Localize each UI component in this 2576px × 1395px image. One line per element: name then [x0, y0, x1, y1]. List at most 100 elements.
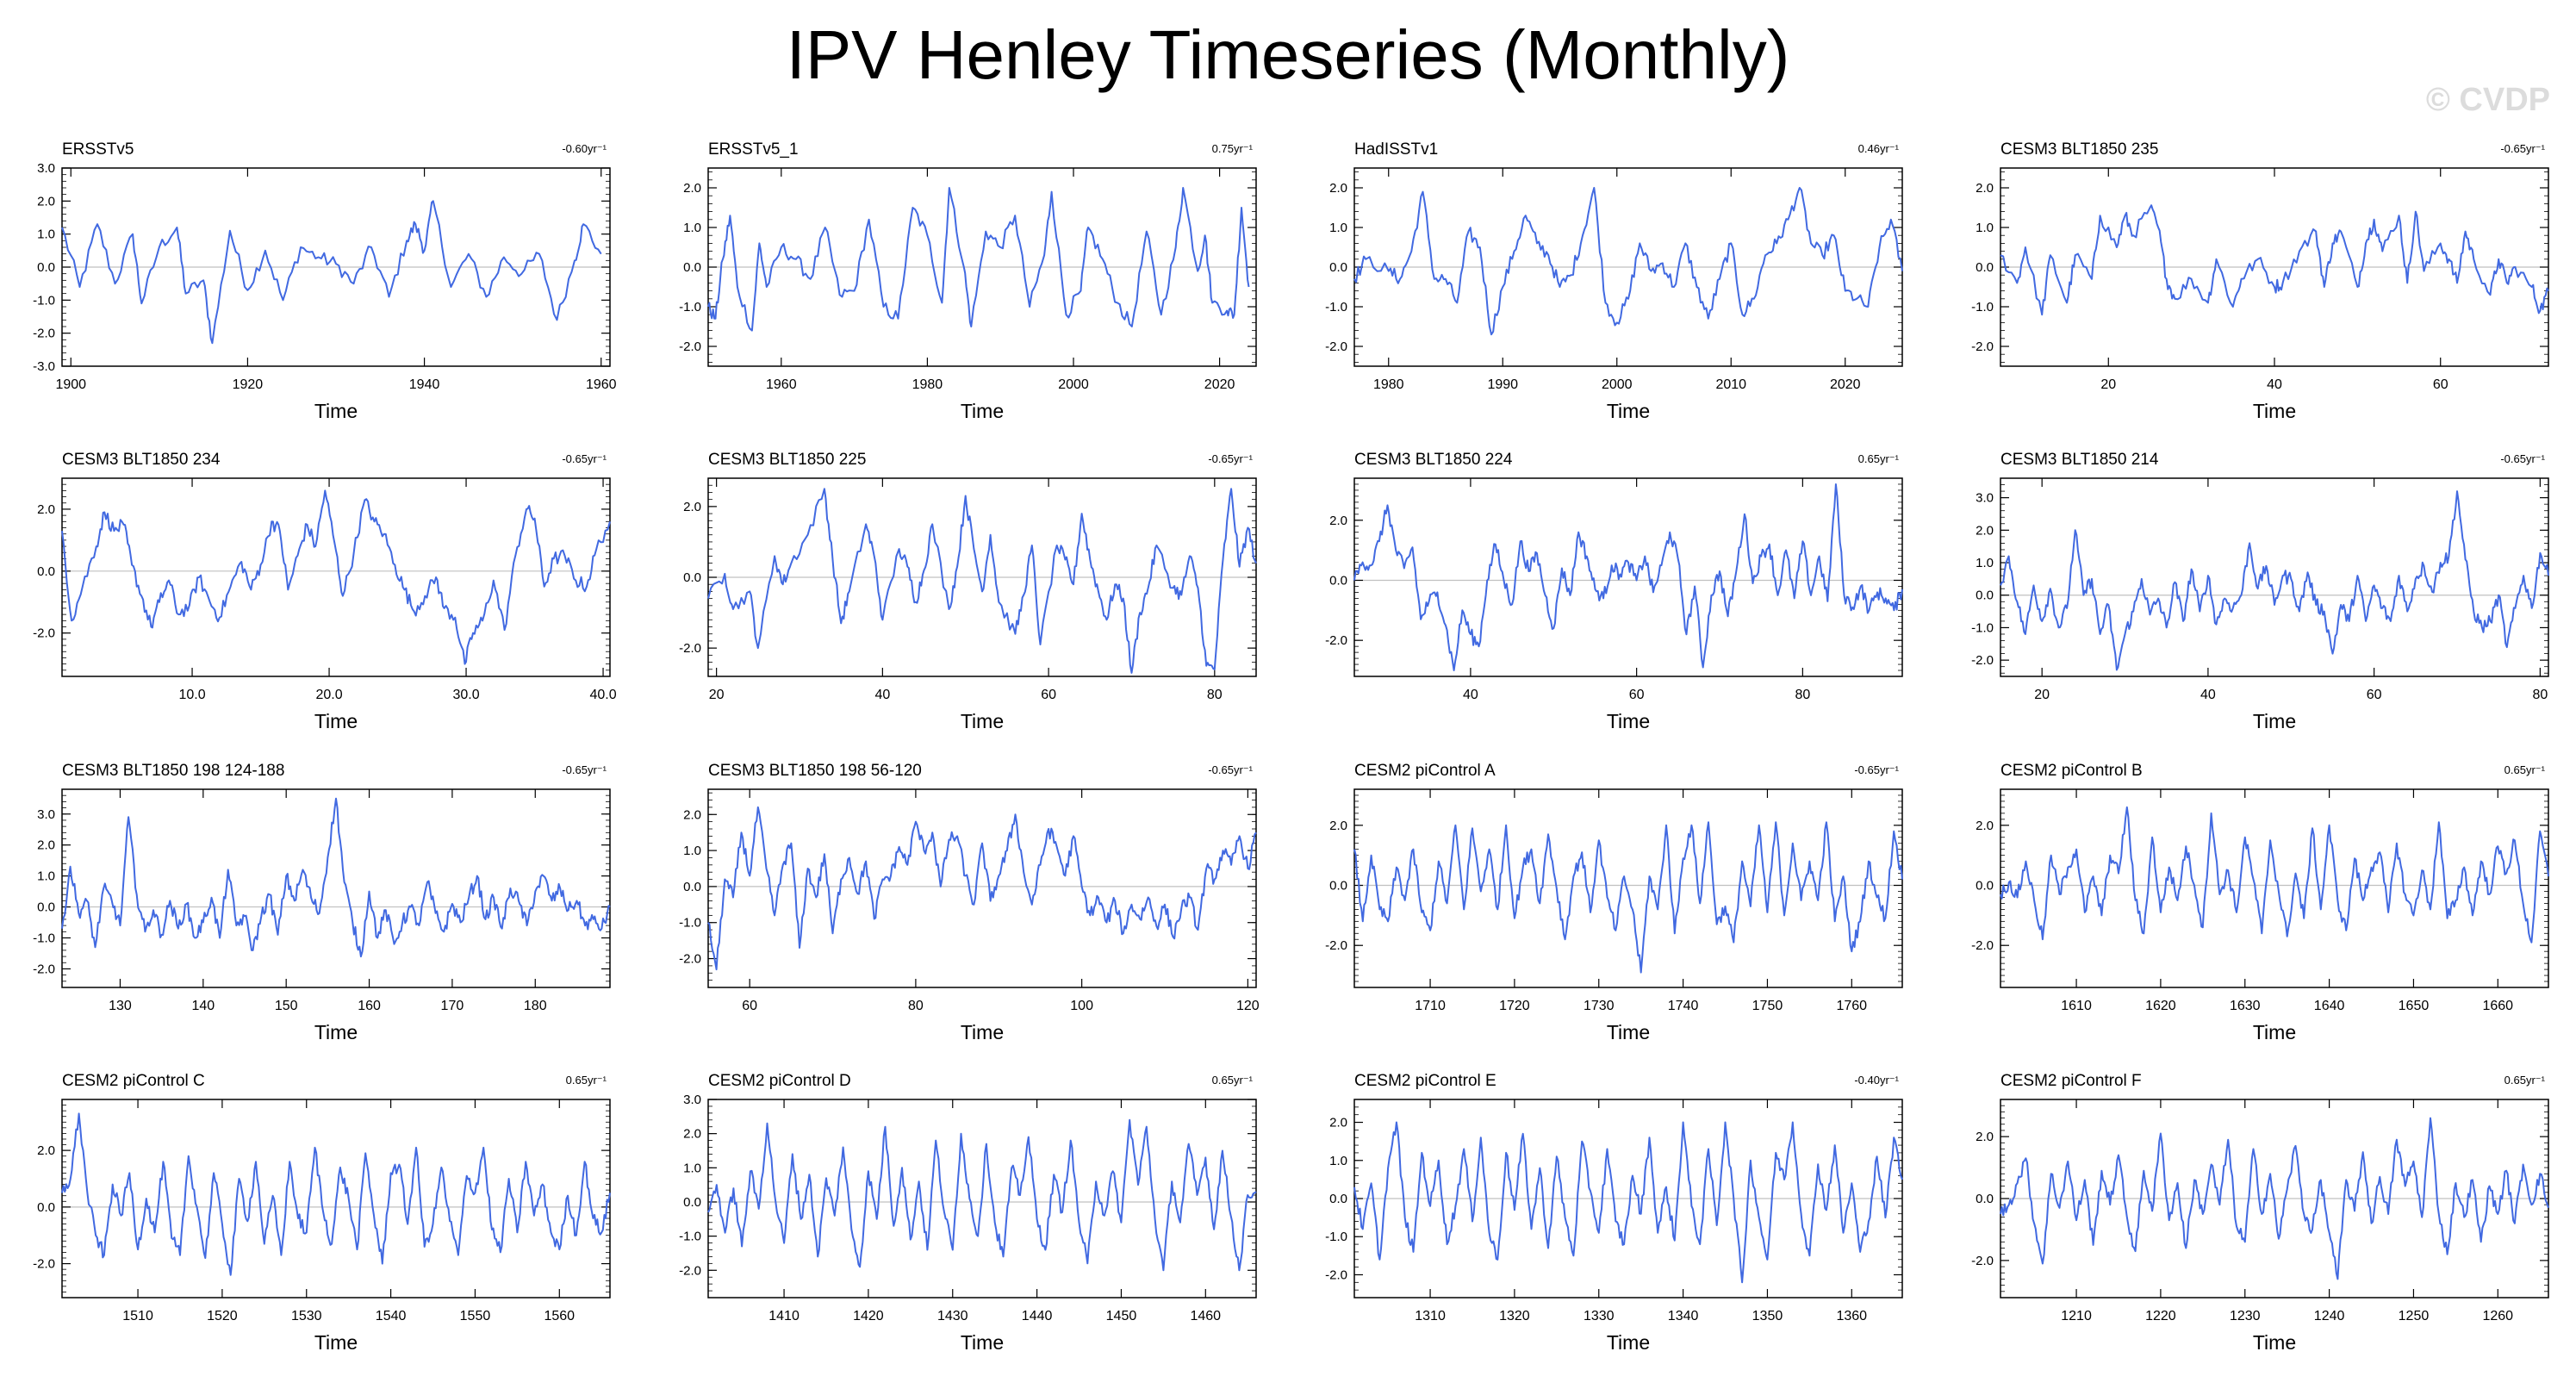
- xtick-label: 1330: [1584, 1309, 1615, 1323]
- xtick-label: 1450: [1106, 1309, 1137, 1323]
- panel-10: CESM3 BLT1850 198 56-120 -0.65yr⁻¹ -2.0 -1.…: [679, 762, 1260, 1043]
- panel-name: CESM2 piControl F: [2000, 1072, 2142, 1090]
- ytick-label: -1.0: [679, 300, 701, 314]
- ytick-label: -2.0: [679, 641, 701, 656]
- ytick-label: -2.0: [679, 339, 701, 354]
- ytick-label: 2.0: [37, 1143, 55, 1158]
- xtick-label: 1320: [1499, 1309, 1530, 1323]
- xtick-label: 1640: [2314, 999, 2345, 1013]
- series-line: [1353, 187, 1903, 336]
- xtick-label: 1540: [376, 1309, 407, 1323]
- ytick-label: 0.0: [1329, 1192, 1347, 1206]
- ytick-label: -2.0: [33, 1257, 55, 1272]
- ytick-label: 1.0: [1329, 221, 1347, 235]
- trend-label: -0.65yr⁻¹: [2500, 452, 2545, 465]
- ytick-label: 2.0: [1329, 1116, 1347, 1130]
- xtick-label: 1960: [586, 377, 617, 392]
- ytick-label: -2.0: [1971, 339, 1994, 354]
- ytick-label: 0.0: [1329, 879, 1347, 894]
- ytick-label: -2.0: [33, 327, 55, 341]
- xtick-label: 2000: [1602, 377, 1633, 392]
- xtick-label: 1430: [937, 1309, 968, 1323]
- ytick-label: -1.0: [1971, 300, 1994, 314]
- ytick-label: -1.0: [679, 1230, 701, 1244]
- plot-frame: [1353, 788, 1903, 988]
- xtick-label: 1630: [2230, 999, 2261, 1013]
- ytick-label: 3.0: [37, 161, 55, 176]
- panel-13: CESM2 piControl C 0.65yr⁻¹ -2.0 0.0 2.0 1510 1…: [33, 1072, 611, 1354]
- xtick-label: 80: [908, 999, 924, 1013]
- ytick-label: 1.0: [683, 221, 701, 235]
- xtick-label: 1410: [768, 1309, 800, 1323]
- xtick-label: 80: [1795, 688, 1810, 702]
- xtick-label: 1460: [1190, 1309, 1221, 1323]
- plot-frame: [61, 788, 611, 988]
- series-line: [1353, 483, 1903, 671]
- plot-frame: [2000, 477, 2549, 677]
- xtick-label: 1610: [2061, 999, 2092, 1013]
- ytick-label: 0.0: [683, 260, 701, 275]
- ytick-label: 2.0: [1976, 819, 1994, 833]
- panel-name: CESM3 BLT1850 224: [1354, 451, 1513, 469]
- chart-title: IPV Henley Timeseries (Monthly): [786, 16, 1790, 93]
- ytick-label: 0.0: [1976, 879, 1994, 894]
- xtick-label: 1550: [460, 1309, 491, 1323]
- panel-4: CESM3 BLT1850 235 -0.65yr⁻¹ -2.0 -1.0 0.0 1.0…: [1971, 140, 2549, 422]
- ytick-label: -2.0: [1325, 339, 1347, 354]
- ytick-label: -1.0: [33, 293, 55, 308]
- xtick-label: 40: [2200, 688, 2216, 702]
- xtick-label: 1900: [55, 377, 86, 392]
- ytick-label: -2.0: [33, 626, 55, 641]
- xtick-label: 1220: [2145, 1309, 2176, 1323]
- panel-name: CESM3 BLT1850 235: [2000, 140, 2158, 159]
- panel-16: CESM2 piControl F 0.65yr⁻¹ -2.0 0.0 2.0 1210 1…: [1971, 1072, 2549, 1354]
- panel-name: HadISSTv1: [1354, 140, 1438, 159]
- panel-name: CESM3 BLT1850 234: [62, 451, 221, 469]
- trend-label: -0.60yr⁻¹: [562, 142, 607, 155]
- xtick-label: 60: [1041, 688, 1056, 702]
- xtick-label: 100: [1070, 999, 1093, 1013]
- trend-label: 0.65yr⁻¹: [566, 1074, 607, 1087]
- xtick-label: 1420: [853, 1309, 884, 1323]
- x-axis-label: Time: [314, 710, 358, 732]
- panel-name: CESM2 piControl B: [2000, 762, 2143, 780]
- ytick-label: 2.0: [683, 1127, 701, 1142]
- watermark: © CVDP: [2425, 82, 2550, 118]
- xtick-label: 1350: [1752, 1309, 1783, 1323]
- xtick-label: 1440: [1022, 1309, 1053, 1323]
- xtick-label: 2020: [1204, 377, 1235, 392]
- x-axis-label: Time: [1607, 1021, 1650, 1043]
- ytick-label: 0.0: [683, 880, 701, 894]
- x-axis-label: Time: [314, 400, 358, 422]
- ytick-label: 3.0: [683, 1093, 701, 1107]
- xtick-label: 40: [2267, 377, 2282, 392]
- xtick-label: 1920: [233, 377, 264, 392]
- ytick-label: -2.0: [1971, 1254, 1994, 1268]
- series-line: [61, 1112, 611, 1276]
- ytick-label: -1.0: [33, 931, 55, 946]
- xtick-label: 1710: [1415, 999, 1446, 1013]
- x-axis-label: Time: [1607, 1331, 1650, 1354]
- x-axis-label: Time: [961, 1021, 1004, 1043]
- xtick-label: 1260: [2482, 1309, 2513, 1323]
- panel-8: CESM3 BLT1850 214 -0.65yr⁻¹ -2.0 -1.0 0.0 1.0…: [1971, 451, 2549, 732]
- series-line: [61, 797, 611, 958]
- ytick-label: 1.0: [37, 869, 55, 884]
- x-axis-label: Time: [2253, 400, 2296, 422]
- ytick-label: 0.0: [37, 900, 55, 915]
- xtick-label: 1510: [122, 1309, 153, 1323]
- panel-15: CESM2 piControl E -0.40yr⁻¹ -2.0 -1.0 0.0 1.0…: [1325, 1072, 1903, 1354]
- xtick-label: 1360: [1836, 1309, 1867, 1323]
- series-line: [1353, 1121, 1903, 1284]
- ytick-label: 2.0: [683, 181, 701, 196]
- xtick-label: 10.0: [178, 688, 205, 702]
- trend-label: 0.46yr⁻¹: [1858, 142, 1900, 155]
- panel-6: CESM3 BLT1850 225 -0.65yr⁻¹ -2.0 0.0 2.0 20 40…: [679, 451, 1257, 732]
- panel-name: CESM3 BLT1850 198 124-188: [62, 762, 284, 780]
- ytick-label: 1.0: [1329, 1154, 1347, 1168]
- series-line: [61, 489, 611, 665]
- xtick-label: 40: [874, 688, 890, 702]
- panel-9: CESM3 BLT1850 198 124-188 -0.65yr⁻¹ -2.0 -1…: [33, 762, 611, 1043]
- ytick-label: -2.0: [679, 1263, 701, 1278]
